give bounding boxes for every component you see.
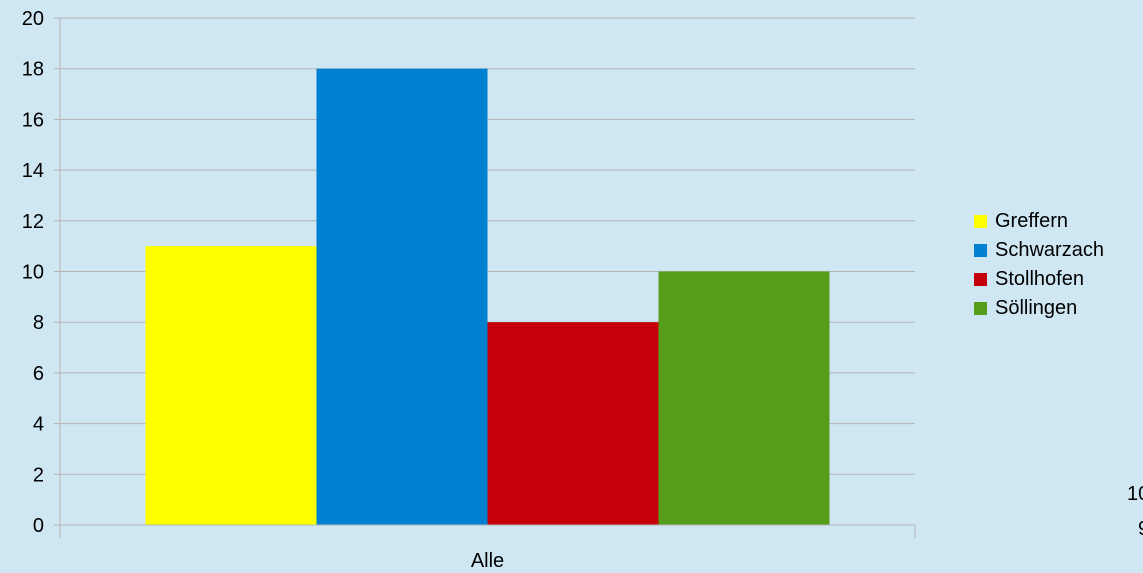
bar-s-llingen	[658, 271, 830, 525]
x-category-label: Alle	[471, 550, 504, 572]
partial-label-9: 9	[1138, 518, 1143, 541]
legend-item-stollhofen: Stollhofen	[974, 265, 1143, 294]
partial-label-10: 10	[1127, 483, 1143, 505]
legend-label-greffern: Greffern	[995, 210, 1068, 232]
bar-greffern	[145, 246, 317, 525]
bar-stollhofen	[487, 322, 659, 525]
legend-label-schwarzach: Schwarzach	[995, 239, 1104, 261]
legend-swatch-schwarzach	[974, 244, 987, 257]
legend-label-s-llingen: Söllingen	[995, 297, 1078, 319]
legend: Greffern Schwarzach Stollhofen Söllingen	[974, 207, 1143, 323]
legend-swatch-greffern	[974, 215, 987, 228]
y-tick-label-2: 2	[33, 464, 44, 486]
y-axis-tick-labels: 0 2 4 6 8 10 12 14 16 18 20	[22, 8, 44, 537]
y-tick-label-8: 8	[33, 312, 44, 334]
legend-label-stollhofen: Stollhofen	[995, 268, 1084, 290]
y-tick-label-12: 12	[22, 211, 44, 233]
legend-item-s-llingen: Söllingen	[974, 294, 1143, 323]
legend-swatch-s-llingen	[974, 302, 987, 315]
y-tick-label-0: 0	[33, 515, 44, 537]
legend-swatch-stollhofen	[974, 273, 987, 286]
y-tick-label-20: 20	[22, 8, 44, 30]
y-tick-label-16: 16	[22, 109, 44, 131]
legend-item-schwarzach: Schwarzach	[974, 236, 1143, 265]
y-tick-label-18: 18	[22, 59, 44, 81]
y-tick-label-10: 10	[22, 262, 44, 284]
y-tick-label-4: 4	[33, 414, 44, 436]
bar-schwarzach	[316, 68, 488, 525]
legend-item-greffern: Greffern	[974, 207, 1143, 236]
y-tick-label-6: 6	[33, 363, 44, 385]
bars	[145, 68, 830, 525]
axes	[54, 17, 916, 538]
x-axis-category-labels: Alle	[471, 550, 504, 572]
y-tick-label-14: 14	[22, 160, 44, 182]
